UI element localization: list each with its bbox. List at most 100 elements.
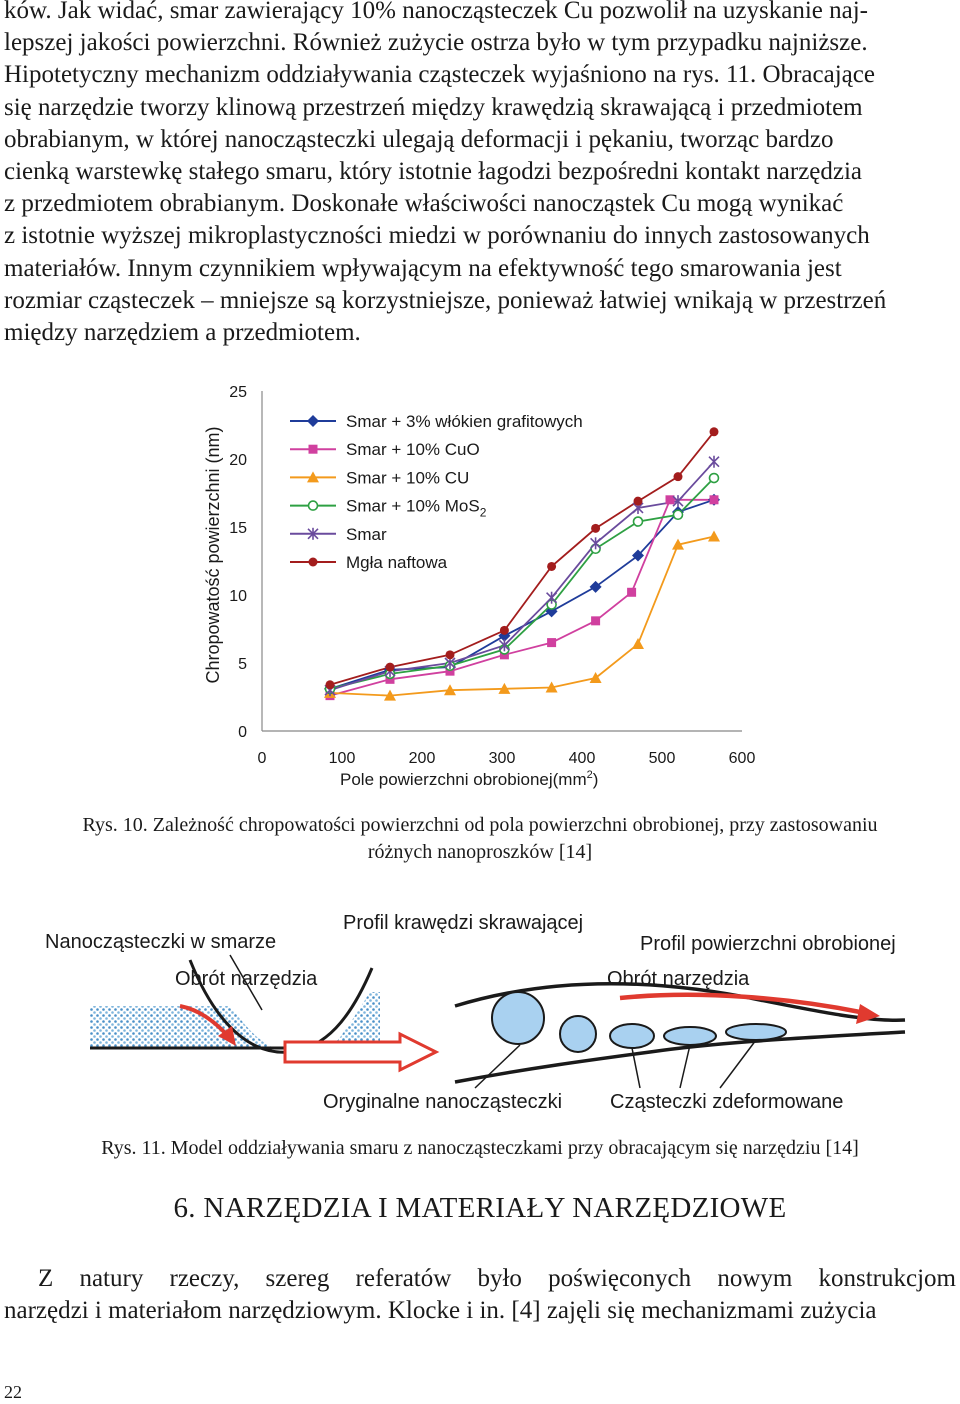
label-edge-profile: Profil krawędzi skrawającej [343,912,583,934]
original-nanoparticle [491,991,545,1045]
x-tick-label: 400 [569,750,596,767]
data-point [547,638,557,648]
data-point [673,472,683,482]
data-point [445,666,455,676]
y-tick-label: 25 [229,384,247,401]
roughness-chart: 0 5 10 15 20 25 0 100 200 300 400 500 600 Chropowat… [203,384,756,789]
data-point [591,523,601,533]
x-tick-label: 100 [329,750,356,767]
paragraph-line: z istotnie wyższej mikroplastyczności mi… [4,222,870,250]
x-axis-label: Pole powierzchni obrobionej(mm2) [340,769,598,789]
data-point [384,689,396,701]
data-point [709,495,719,505]
x-tick-label: 0 [258,750,267,767]
data-point [589,580,602,593]
series-markers [324,427,720,701]
pointer-line [679,1044,691,1089]
pointer-line [229,954,263,1011]
chart-legend: Smar + 3% włókien grafitowych Smar + 10% … [290,412,583,572]
label-tool-rotation-right: Obrót narzędzia [607,968,750,990]
label-tool-rotation-left: Obrót narzędzia [175,968,318,990]
data-point [545,681,558,693]
data-point [708,530,720,542]
pointer-line [719,1039,757,1089]
page-number: 22 [4,1382,22,1402]
paragraph-line: lepszej jakości powierzchni. Również zuż… [4,29,868,57]
paragraph-line: materiałów. Innym czynnikiem wpływającym… [4,254,842,282]
y-tick-label: 10 [229,588,247,605]
series-line [329,498,715,690]
data-point [590,537,602,550]
data-point [385,674,395,684]
data-point [672,538,684,550]
original-nanoparticle [559,1015,597,1053]
data-point [498,639,510,652]
label-nanoparticles: Nanocząsteczki w smarze [45,931,276,953]
legend-marker [307,471,319,483]
section-paragraph: Z natury rzeczy, szereg referatów było p… [4,1263,956,1327]
x-tick-label: 300 [489,750,516,767]
x-tick-label: 600 [729,750,756,767]
paragraph-line: między narzędziem a przedmiotem. [4,318,361,346]
rotation-arrowhead-left [218,1026,236,1046]
legend-label: Smar + 10% MoS2 [346,497,487,520]
paragraph-line: obrabianym, w której nanocząsteczki uleg… [4,125,834,153]
data-point [498,682,511,694]
lubricant-right-layer [322,992,380,1048]
legend-marker [307,500,319,511]
legend-marker [307,415,319,427]
data-point [547,561,557,571]
legend-label: Smar + 3% włókien grafitowych [346,412,583,431]
data-point [672,509,684,521]
paragraph-line: ków. Jak widać, smar zawierający 10% nan… [4,0,869,24]
legend-marker [308,557,318,567]
data-point [627,587,637,597]
x-tick-labels: 0 100 200 300 400 500 600 [258,750,756,767]
label-original-nanoparticles: Oryginalne nanocząsteczki [323,1091,562,1113]
y-tick-label: 5 [238,656,247,673]
legend-marker [307,527,319,540]
legend-label: Smar + 10% CU [346,468,469,487]
data-point [633,496,643,506]
figure10-caption-line: różnych nanoproszków [14] [367,841,593,863]
legend-label: Smar + 10% CuO [346,440,480,459]
data-point [708,472,720,484]
pointer-line [474,1044,521,1089]
chart-axes [261,391,742,732]
data-point [499,625,509,635]
legend-label: Mgła naftowa [346,553,448,572]
data-point [589,671,602,683]
legend-label: Smar [346,525,387,544]
data-point [445,650,455,660]
rotation-arrow-right [619,992,861,1015]
legend-marker [308,444,318,454]
y-tick-label: 20 [229,452,247,469]
data-point [444,684,456,696]
rotation-arrowhead-right [856,1004,880,1024]
x-axis-unit-superscript: 2 [587,769,593,781]
paragraph-line: Z natury rzeczy, szereg referatów było p… [38,1265,956,1292]
paragraph-line: rozmiar cząsteczek – mniejsze są korzyst… [4,286,887,314]
figure10-caption-line: Rys. 10. Zależność chropowatości powierz… [82,814,878,836]
data-point [665,495,675,505]
data-point [546,591,558,604]
lubrication-model-diagram: Nanocząsteczki w smarze Obrót narzędzia … [45,912,906,1113]
deformed-nanoparticle [609,1023,655,1049]
y-axis-label: Chropowatość powierzchni (nm) [203,426,223,683]
data-point [632,549,644,562]
data-point [709,427,719,437]
pointer-line [631,1047,641,1089]
label-deformed-particles: Cząsteczki zdeformowane [610,1091,843,1113]
section-heading: 6. NARZĘDZIA I MATERIAŁY NARZĘDZIOWE [173,1192,787,1224]
paragraph-line: się narzędzie tworzy klinową przestrzeń … [4,93,863,121]
y-tick-labels: 0 5 10 15 20 25 [229,384,247,741]
label-surface-profile: Profil powierzchni obrobionej [640,933,896,955]
data-point [591,616,601,626]
paragraph-line: z przedmiotem obrabianym. Doskonałe właś… [4,190,844,218]
y-tick-label: 15 [229,520,247,537]
data-point [385,662,395,672]
data-point [632,637,644,649]
data-point [708,455,720,468]
direction-arrow [283,1031,440,1073]
x-tick-label: 500 [649,750,676,767]
